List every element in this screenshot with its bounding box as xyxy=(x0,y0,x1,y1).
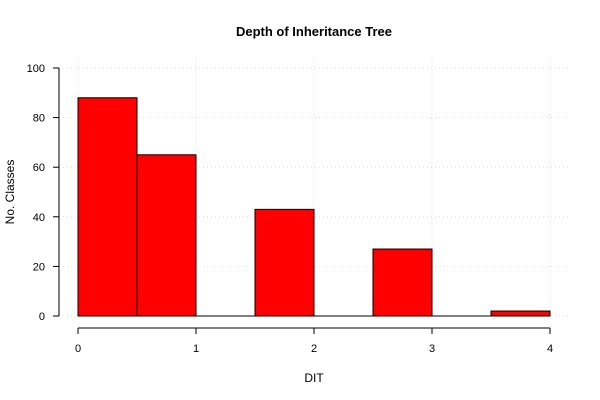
y-axis-label: No. Classes xyxy=(3,160,17,225)
histogram-bar xyxy=(77,97,138,317)
histogram-bar xyxy=(136,154,197,317)
histogram-bar xyxy=(372,248,433,317)
y-tick-label: 60 xyxy=(33,162,45,174)
chart-title: Depth of Inheritance Tree xyxy=(236,24,392,39)
bars-layer xyxy=(77,97,551,317)
axes-layer: 0 20 40 60 80 100 0 1 2 3 4 xyxy=(27,63,553,355)
y-tick-label: 0 xyxy=(39,311,45,323)
histogram-bar xyxy=(254,208,315,317)
x-axis-label: DIT xyxy=(304,371,324,385)
x-tick-label: 2 xyxy=(311,343,317,355)
y-tick-label: 20 xyxy=(33,261,45,273)
y-tick-label: 40 xyxy=(33,212,45,224)
x-tick-label: 0 xyxy=(75,343,81,355)
y-tick-label: 100 xyxy=(27,63,45,75)
x-tick-label: 3 xyxy=(429,343,435,355)
x-tick-label: 1 xyxy=(193,343,199,355)
y-tick-label: 80 xyxy=(33,113,45,125)
x-tick-label: 4 xyxy=(547,343,553,355)
histogram-bar xyxy=(490,310,551,317)
